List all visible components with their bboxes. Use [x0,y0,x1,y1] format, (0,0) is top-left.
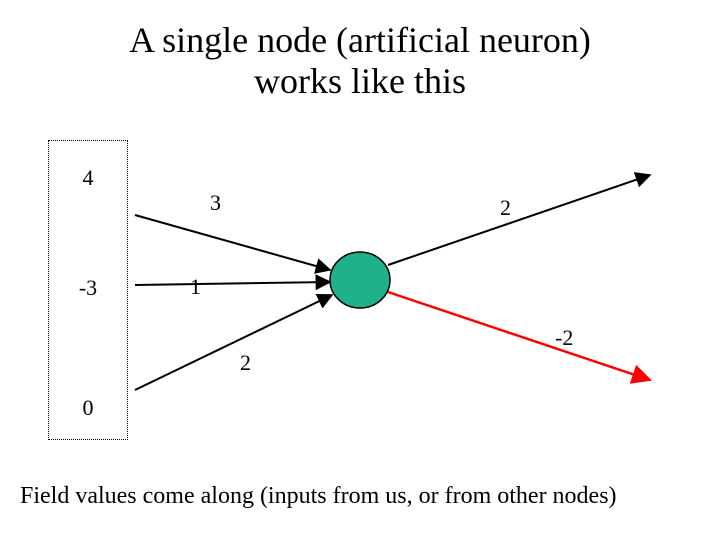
caption: Field values come along (inputs from us,… [20,483,700,510]
out-arrow-1 [388,292,650,380]
slide: A single node (artificial neuron) works … [0,0,720,540]
title-line-1: A single node (artificial neuron) [129,20,591,60]
input-value-2: 0 [58,395,118,421]
title-line-2: works like this [254,61,466,101]
weight-in-2: 2 [240,350,251,376]
input-value-0: 4 [58,165,118,191]
neuron-node [330,252,390,308]
in-arrow-1 [135,282,330,285]
in-arrow-0 [135,215,330,270]
input-value-1: -3 [58,275,118,301]
weight-in-1: 1 [190,274,201,300]
slide-title: A single node (artificial neuron) works … [0,20,720,103]
weight-in-0: 3 [210,190,221,216]
weight-out-0: 2 [500,195,511,221]
weight-out-1: -2 [555,325,573,351]
out-arrow-0 [388,175,650,265]
in-arrow-2 [135,295,332,390]
